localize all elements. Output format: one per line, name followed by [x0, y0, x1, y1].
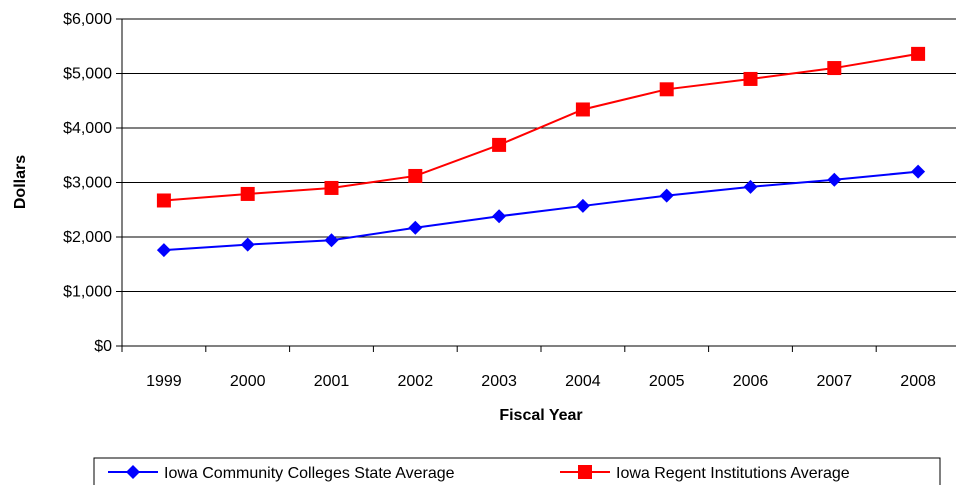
data-point — [575, 198, 590, 213]
legend: Iowa Community Colleges State Average Iow… — [93, 457, 941, 485]
y-tick-label: $0 — [94, 338, 112, 355]
y-tick-label: $6,000 — [63, 11, 112, 28]
data-point — [324, 233, 339, 248]
data-point — [911, 46, 926, 61]
x-tick-label: 2002 — [398, 373, 434, 390]
series-layer — [156, 46, 926, 258]
x-tick-label: 2006 — [733, 373, 769, 390]
x-tick-label: 2004 — [565, 373, 601, 390]
y-axis-title: Dollars — [12, 155, 29, 209]
legend-frame — [93, 457, 941, 485]
x-tick-label: 2005 — [649, 373, 685, 390]
y-tick-labels: $0 $1,000 $2,000 $3,000 $4,000 $5,000 $6,000 — [63, 11, 112, 355]
legend-swatch-marker — [126, 465, 140, 479]
data-point — [156, 193, 171, 208]
gridlines — [116, 18, 956, 347]
y-tick-label: $1,000 — [63, 284, 112, 301]
x-tick-label: 2003 — [481, 373, 517, 390]
data-point — [240, 237, 255, 252]
x-tick-label: 2001 — [314, 373, 350, 390]
data-point — [240, 186, 255, 201]
y-tick-label: $3,000 — [63, 175, 112, 192]
data-point — [156, 243, 171, 258]
series-1 — [156, 164, 926, 258]
data-point — [408, 220, 423, 235]
x-tick-label: 2007 — [817, 373, 853, 390]
axes — [121, 19, 956, 352]
data-point — [827, 61, 842, 76]
series-2 — [156, 46, 926, 208]
data-point — [492, 209, 507, 224]
x-tick-labels: 1999 2000 2001 2002 2003 2004 2005 2006 2007 2008 — [146, 373, 936, 390]
data-point — [743, 71, 758, 86]
x-tick-label: 2008 — [900, 373, 936, 390]
data-point — [827, 172, 842, 187]
x-axis-title: Fiscal Year — [499, 407, 582, 424]
x-tick-label: 2000 — [230, 373, 266, 390]
series-line — [163, 170, 919, 252]
y-tick-label: $4,000 — [63, 120, 112, 137]
data-point — [575, 102, 590, 117]
y-tick-label: $5,000 — [63, 66, 112, 83]
x-tick-label: 1999 — [146, 373, 182, 390]
data-point — [659, 82, 674, 97]
legend-swatch-marker — [578, 465, 592, 479]
series-line — [163, 52, 919, 202]
data-point — [659, 188, 674, 203]
data-point — [408, 168, 423, 183]
data-point — [324, 180, 339, 195]
y-tick-label: $2,000 — [63, 229, 112, 246]
data-point — [911, 164, 926, 179]
legend-label: Iowa Regent Institutions Average — [616, 465, 850, 482]
legend-label: Iowa Community Colleges State Average — [164, 465, 455, 482]
data-point — [492, 137, 507, 152]
data-point — [743, 179, 758, 194]
